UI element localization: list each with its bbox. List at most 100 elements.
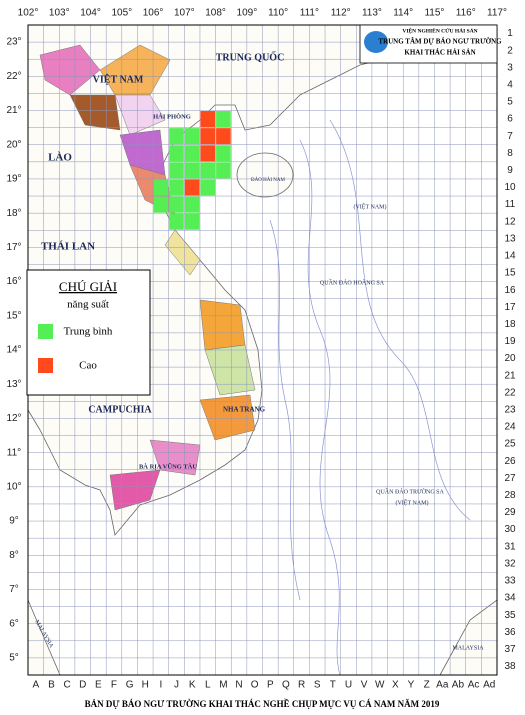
row-label: 36 <box>504 627 516 638</box>
forecast-cell <box>184 179 200 196</box>
latitude-label: 16° <box>6 276 21 287</box>
column-label: T <box>330 680 336 691</box>
row-label: 38 <box>504 661 516 672</box>
row-label: 37 <box>504 644 516 655</box>
column-label: R <box>298 680 305 691</box>
row-label: 1 <box>507 28 513 39</box>
logo <box>364 31 388 53</box>
longitude-label: 108° <box>205 8 226 19</box>
longitude-label: 113° <box>362 8 382 19</box>
header-box: VIỆN NGHIÊN CỨU HẢI SẢN TRUNG TÂM DỰ BÁO… <box>359 24 502 64</box>
place-label: BÀ RỊA VŨNG TÀU <box>139 462 197 470</box>
row-label: 22 <box>504 387 516 398</box>
row-label: 19 <box>504 336 516 347</box>
column-label: B <box>48 680 55 691</box>
longitude-label: 112° <box>331 8 351 19</box>
legend-title: CHÚ GIẢI <box>59 279 117 294</box>
row-label: 4 <box>507 80 513 91</box>
row-label: 24 <box>504 422 516 433</box>
row-label: 11 <box>505 199 516 210</box>
column-label: K <box>189 680 196 691</box>
row-label: 10 <box>504 182 516 193</box>
latitude-label: 17° <box>6 242 21 253</box>
row-label: 32 <box>504 558 516 569</box>
latitude-label: 22° <box>6 71 21 82</box>
latitude-label: 21° <box>6 105 21 116</box>
place-label: HẢI PHÒNG <box>153 112 191 120</box>
province <box>204 344 256 396</box>
forecast-cell <box>153 179 169 196</box>
column-label: F <box>111 680 117 691</box>
place-label: NHA TRANG <box>223 406 266 414</box>
row-label: 9 <box>507 165 513 176</box>
latitude-label: 19° <box>6 174 21 185</box>
place-label: VIỆT NAM <box>93 72 144 85</box>
longitude-label: 106° <box>143 8 164 19</box>
row-label: 21 <box>504 370 516 381</box>
forecast-cell <box>216 128 231 145</box>
forecast-cell <box>216 145 231 162</box>
row-label: 14 <box>504 251 516 262</box>
column-label: Aa <box>436 680 449 691</box>
row-label: 12 <box>504 216 516 227</box>
column-label: N <box>235 680 242 691</box>
longitude-label: 117° <box>487 8 507 19</box>
province <box>109 469 161 511</box>
place-label: TRUNG QUỐC <box>216 50 285 63</box>
forecast-cell <box>184 128 200 145</box>
legend-swatch <box>38 358 53 373</box>
row-label: 17 <box>504 302 516 313</box>
longitude-label: 115° <box>424 8 444 19</box>
row-label: 31 <box>504 541 516 552</box>
column-label: X <box>392 680 399 691</box>
place-label: QUẦN ĐẢO TRƯỜNG SA <box>376 487 444 495</box>
column-label: Ad <box>483 680 495 691</box>
column-label: Q <box>282 680 290 691</box>
row-label: 13 <box>504 233 516 244</box>
row-label: 3 <box>507 62 513 73</box>
row-label: 27 <box>504 473 516 484</box>
forecast-cell <box>153 196 169 213</box>
legend-label: Cao <box>79 360 97 372</box>
legend-swatch <box>38 324 53 339</box>
latitude-label: 10° <box>6 481 21 492</box>
row-label: 33 <box>504 576 516 587</box>
forecast-cell <box>169 162 184 179</box>
longitude-label: 116° <box>456 8 476 19</box>
latitude-label: 15° <box>6 310 21 321</box>
latitude-label: 13° <box>6 379 21 390</box>
row-label: 28 <box>504 490 516 501</box>
row-label: 25 <box>504 439 516 450</box>
map-title: BẢN DỰ BÁO NGƯ TRƯỜNG KHAI THÁC NGHỀ CHỤ… <box>85 699 440 709</box>
row-label: 18 <box>504 319 516 330</box>
latitude-label: 20° <box>6 139 21 150</box>
place-label: QUẦN ĐẢO HOÀNG SA <box>320 278 385 286</box>
latitude-label: 18° <box>6 208 21 219</box>
column-label: C <box>63 680 70 691</box>
place-label: (VIỆT NAM) <box>395 498 428 506</box>
forecast-cell <box>216 162 231 179</box>
legend: CHÚ GIẢI năng suất Trung bình Cao <box>26 269 151 396</box>
row-label: 29 <box>504 507 516 518</box>
longitude-label: 110° <box>268 8 288 19</box>
province <box>69 94 121 131</box>
longitude-label: 107° <box>174 8 195 19</box>
row-label: 16 <box>504 285 516 296</box>
province <box>164 229 201 276</box>
place-label: MALAYSIA <box>452 645 484 651</box>
province <box>149 439 201 476</box>
row-label: 35 <box>504 610 516 621</box>
row-label: 26 <box>504 456 516 467</box>
institute: VIỆN NGHIÊN CỨU HẢI SẢN <box>402 26 477 34</box>
place-label: LÀO <box>48 152 72 164</box>
provinces <box>39 44 256 511</box>
column-label: L <box>205 680 211 691</box>
forecast-cell <box>169 145 184 162</box>
column-label: S <box>314 680 321 691</box>
latitude-label: 14° <box>6 345 21 356</box>
row-label: 6 <box>507 114 513 125</box>
forecast-cell <box>184 213 200 230</box>
forecast-cell <box>200 111 216 128</box>
forecast-cell <box>200 162 216 179</box>
column-label: V <box>361 680 368 691</box>
